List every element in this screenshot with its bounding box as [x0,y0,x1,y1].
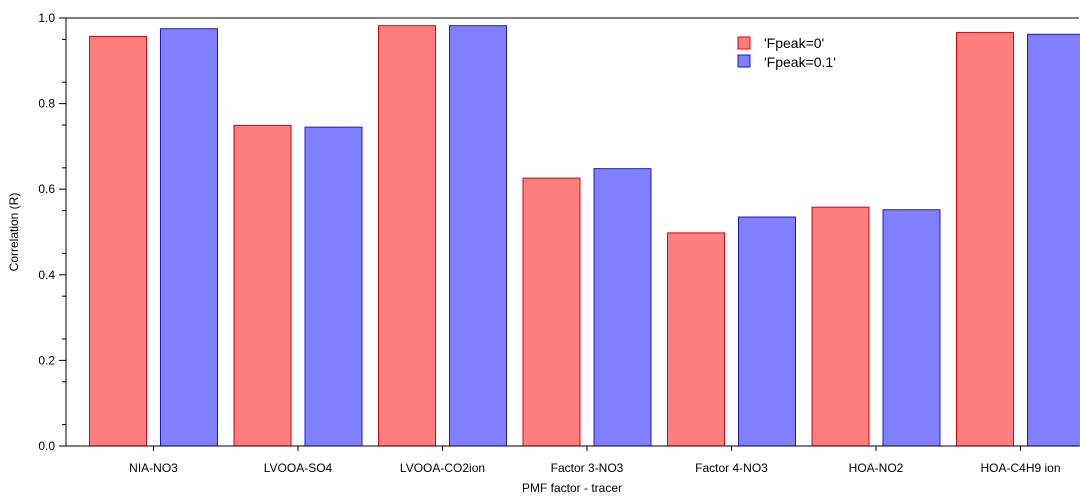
legend-swatch-series-2 [737,54,751,68]
legend-swatch-series-1 [737,36,751,50]
legend-label-series-1: 'Fpeak=0' [764,35,824,51]
bar-2-1 [160,28,218,447]
bars-group [89,25,1080,447]
x-tick-label: HOA-C4H9 ion [980,461,1060,475]
bar-1-2 [233,124,292,447]
bar-1-7 [956,32,1014,447]
bar-1-5 [667,232,725,447]
x-tick-label: LVOOA-SO4 [264,461,333,475]
bar-1-6 [811,206,870,447]
bar-2-4 [593,168,652,447]
bar-2-6 [882,209,941,447]
legend: 'Fpeak=0' 'Fpeak=0.1' [737,35,836,70]
y-tick-label: 0.8 [38,97,55,111]
bar-1-4 [522,177,581,447]
y-tick-label: 0.4 [38,268,55,282]
y-tick-label: 0.2 [38,353,55,367]
y-tick-label: 0.0 [38,439,55,453]
axes-group [65,17,1079,447]
bar-1-1 [89,35,147,447]
x-tick-label: HOA-NO2 [849,461,904,475]
bar-2-2 [304,126,363,447]
x-tick-label: Factor 3-NO3 [551,461,624,475]
x-tick-label: Factor 4-NO3 [695,461,768,475]
bar-2-7 [1027,33,1080,447]
bar-1-3 [378,25,436,447]
y-tick-label: 0.6 [38,182,55,196]
x-tick-label: NIA-NO3 [129,461,178,475]
y-axis-label: Correlation (R) [7,193,21,272]
x-ticks-group: NIA-NO3 LVOOA-SO4 LVOOA-CO2ion Factor 3-NO3… [129,446,1061,475]
x-tick-label: LVOOA-CO2ion [400,461,485,475]
y-ticks-group: 0.0 0.2 0.4 0.6 0.8 1.0 [38,11,66,453]
x-axis-label: PMF factor - tracer [522,481,622,495]
bar-2-3 [449,25,507,447]
y-tick-label: 1.0 [38,11,55,25]
bar-2-5 [738,216,796,447]
legend-label-series-2: 'Fpeak=0.1' [764,54,836,70]
